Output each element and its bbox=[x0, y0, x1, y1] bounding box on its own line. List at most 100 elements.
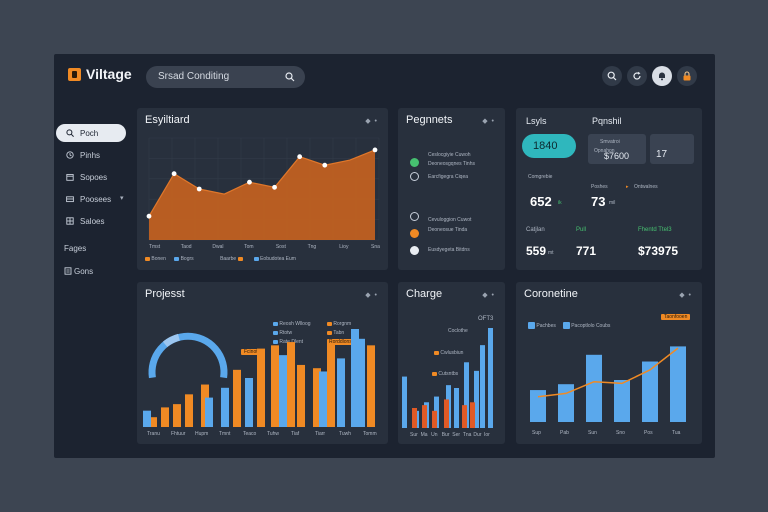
sidebar-item-saloes[interactable]: Saloes bbox=[56, 212, 126, 230]
charge-legend-item: Cutsntbs bbox=[432, 371, 458, 377]
metric-value: 652 bbox=[530, 194, 552, 209]
metric-label: Comgrebie bbox=[528, 174, 553, 180]
bar-orange bbox=[470, 402, 475, 428]
legend-label: Rorgnm bbox=[333, 321, 352, 327]
status-dot-icon bbox=[410, 158, 419, 167]
arrow-icon: ▸ bbox=[626, 184, 629, 190]
x-axis-label: Fhtuur bbox=[171, 431, 186, 437]
bar-blue bbox=[530, 390, 546, 422]
area-series-fill bbox=[149, 149, 375, 240]
status-dot-icon bbox=[410, 229, 419, 238]
bar-blue bbox=[221, 387, 229, 427]
legend-label: Rate Dlent bbox=[279, 339, 304, 345]
x-axis-label: Sur bbox=[410, 432, 418, 438]
x-axis-label: Pos bbox=[644, 430, 653, 436]
sidebar-item-label: Gons bbox=[74, 267, 94, 276]
bar-orange bbox=[367, 345, 375, 427]
row-label: Fhentd Ttel3 bbox=[638, 227, 672, 233]
x-axis-label: Tiarr bbox=[315, 431, 326, 437]
x-axis-label: Sna bbox=[371, 244, 380, 250]
summary-side-value: 17 bbox=[656, 149, 668, 160]
charge-bar-chart bbox=[402, 328, 493, 428]
search-button[interactable] bbox=[602, 66, 622, 86]
data-point bbox=[372, 147, 378, 153]
legend-label: Pachbes bbox=[536, 322, 556, 329]
x-axis-label: Ser bbox=[452, 432, 461, 438]
payment-item-sub: Deoneosue Tinda bbox=[428, 227, 468, 233]
sidebar-item-label: Poch bbox=[80, 129, 99, 138]
metric-unit: mil bbox=[609, 200, 616, 206]
x-axis-label: Sup bbox=[532, 430, 541, 436]
x-axis-label: Tomm bbox=[363, 431, 377, 437]
circle-icon bbox=[410, 212, 419, 221]
summary-label: Opnahon bbox=[594, 148, 615, 154]
bar-orange bbox=[173, 404, 181, 427]
more-options-icon[interactable]: ◆ • bbox=[365, 292, 378, 299]
search-input[interactable]: Srsad Conditing bbox=[146, 66, 305, 88]
bar-blue bbox=[402, 376, 407, 428]
legend-label: Pacoptlolo Coubs bbox=[571, 322, 611, 329]
sidebar-item-sopoes[interactable]: Sopoes bbox=[56, 168, 126, 186]
refresh-button[interactable] bbox=[627, 66, 647, 86]
bar-blue bbox=[586, 354, 602, 422]
bar-blue bbox=[337, 358, 345, 427]
stats-title: Lsyls bbox=[526, 116, 547, 126]
chevron-down-icon[interactable]: ▾ bbox=[120, 195, 124, 202]
bar-blue bbox=[464, 362, 469, 428]
bar-orange bbox=[287, 342, 295, 427]
bar-orange bbox=[257, 348, 265, 427]
x-axis-label: Sost bbox=[275, 244, 286, 250]
bar-blue bbox=[642, 361, 658, 422]
x-axis-label: Tna bbox=[462, 432, 472, 438]
area-chart bbox=[146, 137, 380, 241]
bar-blue bbox=[488, 328, 493, 428]
highlight-pill[interactable]: 1840 bbox=[522, 134, 576, 158]
x-axis-label: Tmnt bbox=[219, 431, 231, 437]
bar-blue bbox=[351, 329, 359, 427]
sidebar-item-poch[interactable]: Poch bbox=[56, 124, 126, 142]
data-point bbox=[196, 186, 202, 192]
bar-orange bbox=[327, 343, 335, 427]
more-options-icon[interactable]: ◆ • bbox=[482, 118, 495, 125]
sidebar-item-poosees[interactable]: Poosees ▾ bbox=[56, 190, 126, 208]
calendar-icon bbox=[66, 174, 74, 181]
x-axis-label: Sun bbox=[588, 430, 597, 436]
sidebar-item-gons[interactable]: Gons bbox=[56, 262, 126, 280]
bar-blue bbox=[480, 345, 485, 428]
x-axis-label: Tuwh bbox=[339, 431, 352, 437]
x-axis-label: Teaco bbox=[243, 431, 257, 437]
search-icon[interactable] bbox=[285, 72, 295, 82]
bar-orange bbox=[233, 369, 241, 427]
payment-item: Cevuloggion Cuwot bbox=[428, 217, 472, 223]
sidebar-section-label: Fages bbox=[64, 244, 87, 253]
profile-button[interactable] bbox=[677, 66, 697, 86]
more-options-icon[interactable]: ◆ • bbox=[365, 118, 378, 125]
x-axis-label: Dwal bbox=[212, 244, 224, 250]
data-point bbox=[247, 179, 252, 185]
notifications-button[interactable] bbox=[652, 66, 672, 86]
row-value: 771 bbox=[576, 244, 597, 258]
sidebar-item-pinhs[interactable]: Pinhs bbox=[56, 146, 126, 164]
summary-value: $7600 bbox=[604, 151, 630, 161]
brand-name: Viltage bbox=[86, 66, 132, 82]
row-value: $73975 bbox=[638, 244, 679, 258]
top-bar: Viltage Srsad Conditing bbox=[54, 54, 715, 98]
data-point bbox=[272, 184, 277, 190]
x-axis-label: Bur bbox=[441, 432, 450, 438]
bar-orange bbox=[271, 345, 279, 427]
card-title: Coronetine bbox=[524, 288, 578, 300]
bar-blue bbox=[614, 380, 630, 422]
x-axis-label: Tuhw bbox=[267, 431, 280, 437]
bar-orange bbox=[149, 417, 157, 427]
chart-legend-top: Coclothe bbox=[448, 328, 468, 334]
wallet-icon bbox=[66, 196, 74, 203]
more-options-icon[interactable]: ◆ • bbox=[679, 292, 692, 299]
dashboard-window: Viltage Srsad Conditing bbox=[54, 54, 715, 458]
grid-icon bbox=[66, 217, 74, 225]
card-title: Charge bbox=[406, 288, 443, 300]
metric-unit: ik bbox=[558, 200, 562, 206]
search-icon bbox=[607, 71, 617, 81]
more-options-icon[interactable]: ◆ • bbox=[482, 292, 495, 299]
search-placeholder: Srsad Conditing bbox=[158, 71, 230, 82]
clock-icon bbox=[66, 151, 74, 159]
